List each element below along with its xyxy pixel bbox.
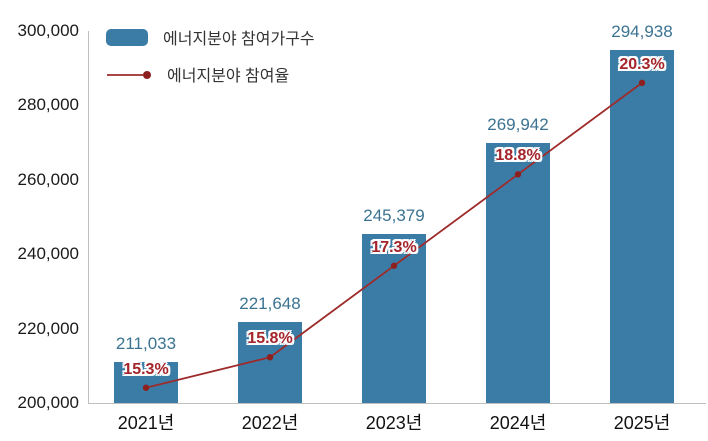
legend-item-households: 에너지분야 참여가구수 [106, 25, 315, 49]
bar-value-label: 294,938 [611, 21, 673, 41]
x-axis-tick-label: 2024년 [489, 413, 547, 433]
x-axis-line [88, 403, 706, 404]
bar-value-label: 211,033 [115, 333, 177, 353]
bar-value-label: 221,648 [239, 294, 301, 314]
x-axis-tick-label: 2021년 [117, 413, 175, 433]
line-value-label: 15.8% [247, 330, 293, 348]
line-series-swatch-icon [106, 68, 152, 80]
line-value-label: 20.3% [619, 55, 665, 73]
bar-series-swatch-icon [106, 28, 148, 46]
y-axis-line [88, 31, 89, 403]
x-axis-tick-label: 2022년 [241, 413, 299, 433]
y-axis-tick-label: 260,000 [17, 169, 79, 189]
line-value-label: 17.3% [371, 238, 417, 256]
y-axis-tick-label: 200,000 [17, 393, 79, 412]
line-value-label: 15.3% [123, 360, 169, 378]
x-axis-tick-label: 2025년 [613, 413, 671, 433]
bar-value-label: 269,942 [487, 114, 549, 134]
bar [610, 49, 674, 403]
x-axis-tick-label: 2023년 [365, 413, 423, 433]
bar [362, 234, 426, 403]
bar-value-label: 245,379 [363, 206, 425, 226]
y-axis-tick-label: 300,000 [17, 21, 79, 40]
line-value-label: 18.8% [495, 147, 541, 165]
legend-label-households: 에너지분야 참여가구수 [163, 31, 315, 48]
legend: 에너지분야 참여가구수 에너지분야 참여율 [106, 25, 315, 86]
legend-label-rate: 에너지분야 참여율 [167, 68, 290, 85]
y-axis-tick-label: 240,000 [17, 244, 79, 264]
y-axis-tick-label: 280,000 [17, 95, 79, 115]
y-axis-tick-label: 220,000 [17, 318, 79, 338]
legend-item-rate: 에너지분야 참여율 [106, 62, 315, 86]
bar [486, 142, 550, 403]
